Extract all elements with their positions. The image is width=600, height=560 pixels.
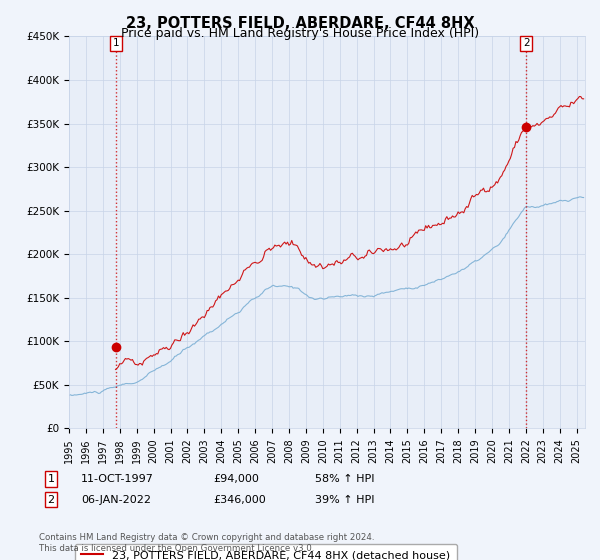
Text: 2: 2: [47, 494, 55, 505]
Text: 1: 1: [47, 474, 55, 484]
Text: 11-OCT-1997: 11-OCT-1997: [81, 474, 154, 484]
Text: Price paid vs. HM Land Registry's House Price Index (HPI): Price paid vs. HM Land Registry's House …: [121, 27, 479, 40]
Text: 58% ↑ HPI: 58% ↑ HPI: [315, 474, 374, 484]
Text: 1: 1: [113, 38, 119, 48]
Text: 06-JAN-2022: 06-JAN-2022: [81, 494, 151, 505]
Legend: 23, POTTERS FIELD, ABERDARE, CF44 8HX (detached house), HPI: Average price, deta: 23, POTTERS FIELD, ABERDARE, CF44 8HX (d…: [74, 544, 457, 560]
Text: Contains HM Land Registry data © Crown copyright and database right 2024.
This d: Contains HM Land Registry data © Crown c…: [39, 533, 374, 553]
Text: £94,000: £94,000: [213, 474, 259, 484]
Text: 39% ↑ HPI: 39% ↑ HPI: [315, 494, 374, 505]
Text: 2: 2: [523, 38, 529, 48]
Text: 23, POTTERS FIELD, ABERDARE, CF44 8HX: 23, POTTERS FIELD, ABERDARE, CF44 8HX: [125, 16, 475, 31]
Text: £346,000: £346,000: [213, 494, 266, 505]
